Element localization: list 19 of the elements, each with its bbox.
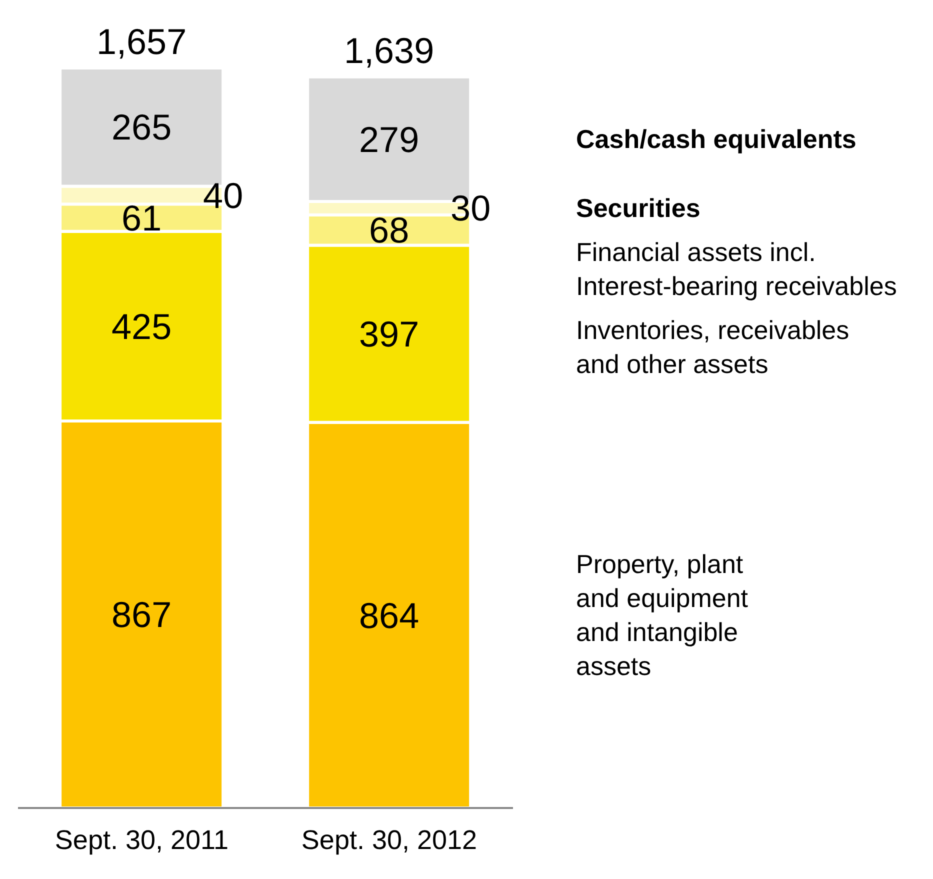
- data-label: 30: [450, 188, 491, 229]
- text: Securities: [576, 192, 700, 226]
- text: Property, plant and equipment and intangible assets: [576, 548, 748, 684]
- data-label: 864: [359, 594, 420, 636]
- text: Inventories, receivables and other assets: [576, 314, 850, 382]
- data-label: 40: [203, 174, 244, 216]
- data-label: 397: [359, 313, 420, 354]
- data-label: 265: [112, 106, 172, 148]
- x-tick-label: Sept. 30, 2012: [301, 825, 478, 856]
- data-label: 867: [112, 594, 172, 636]
- data-label: 68: [369, 210, 410, 251]
- x-tick-label: Sept. 30, 2011: [54, 825, 229, 856]
- data-label: 425: [112, 306, 172, 347]
- data-label: 279: [359, 118, 420, 160]
- data-label: 61: [122, 197, 162, 238]
- text: Financial assets incl. Interest-bearing receivables: [576, 236, 897, 304]
- text: Cash/cash equivalents: [576, 123, 856, 156]
- total-label: 1,657: [96, 21, 187, 62]
- total-label: 1,639: [344, 30, 434, 71]
